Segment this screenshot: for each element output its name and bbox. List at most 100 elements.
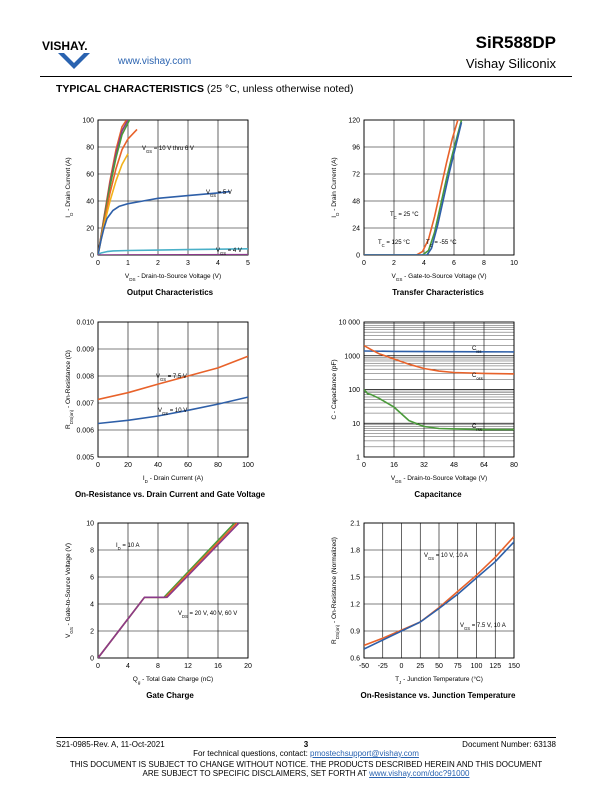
x-tick-label: 50: [435, 663, 443, 670]
x-axis-label: ID - Drain Current (A): [143, 475, 203, 484]
x-tick-label: 8: [156, 663, 160, 670]
chart-annotation: VGS = 7.5 V: [156, 374, 187, 382]
x-tick-label: 4: [216, 260, 220, 267]
x-tick-label: 80: [510, 462, 518, 469]
disclaimer-line-1: THIS DOCUMENT IS SUBJECT TO CHANGE WITHO…: [69, 760, 543, 769]
series-group: [98, 355, 248, 425]
y-tick-label: 0: [90, 656, 94, 663]
chart-annotation: TC = -55 °C: [426, 240, 457, 248]
y-tick-label: 1.5: [350, 575, 360, 582]
series-line-v-gs-5-v: [98, 190, 231, 255]
x-tick-label: 0: [362, 260, 366, 267]
plot-frame: [97, 522, 249, 659]
y-tick-label: 100: [348, 387, 360, 394]
series-line-c-oss: [364, 344, 514, 375]
series-line-v-gs-4-v: [98, 248, 248, 255]
y-tick-label: 0: [90, 253, 94, 260]
x-axis-label: VGS - Gate-to-Source Voltage (V): [391, 273, 486, 282]
x-tick-label: 80: [214, 462, 222, 469]
chart-annotation: VDS = 20 V, 40 V, 60 V: [178, 611, 237, 619]
chart-title-transfer: Transfer Characteristics: [392, 288, 484, 297]
y-tick-label: 0.008: [76, 374, 94, 381]
x-tick-label: 6: [452, 260, 456, 267]
y-tick-label: 0.010: [76, 320, 94, 327]
y-tick-label: 4: [90, 602, 94, 609]
disclaimer-prefix: ARE SUBJECT TO SPECIFIC DISCLAIMERS, SET…: [142, 769, 370, 778]
x-tick-label: 4: [422, 260, 426, 267]
y-tick-label: 24: [352, 226, 360, 233]
y-tick-label: 1000: [344, 353, 360, 360]
chart-on-resistance-vs-current: 0 20 40 60 80 100 0.005 0.006 0.007 0.008 0.009 0.0…: [65, 320, 254, 484]
x-tick-label: 25: [416, 663, 424, 670]
y-tick-label: 60: [86, 172, 94, 179]
x-tick-label: 0: [400, 663, 404, 670]
y-axis-label: RDS(on) - On-Resistance (Ω): [65, 350, 74, 429]
tech-contact: For technical questions, contact: pmoste…: [0, 749, 612, 758]
series-group: [364, 344, 514, 431]
x-tick-label: 16: [214, 663, 222, 670]
plot-frame: [97, 321, 249, 458]
chart-gate-charge: 0 4 8 12 16 20 0 2 4 6 8 10 Qg - Total Gate Charge (…: [65, 521, 252, 685]
y-tick-label: 10 000: [339, 320, 361, 327]
x-axis-label: VDS - Drain-to-Source Voltage (V): [391, 475, 487, 484]
x-tick-label: 20: [124, 462, 132, 469]
chart-annotation: VGS = 7.5 V, 10 A: [460, 623, 506, 631]
chart-on-resistance-vs-temperature: -50 -25 0 25 50 75 100 125 150 0.6 0.9 1.2 1.5 1.8 2.1…: [331, 521, 520, 685]
chart-title-gate-charge: Gate Charge: [146, 691, 194, 700]
series-line-v-ds-60-v: [98, 523, 240, 658]
x-tick-label: 60: [184, 462, 192, 469]
x-tick-label: 20: [244, 663, 252, 670]
y-tick-label: 1: [356, 455, 360, 462]
y-tick-label: 0.007: [76, 401, 94, 408]
vishay-url[interactable]: www.vishay.com: [118, 56, 192, 67]
chart-annotation: TC = 125 °C: [378, 240, 411, 248]
x-tick-label: 100: [471, 663, 483, 670]
y-tick-label: 100: [82, 118, 94, 125]
series-line-v-ds-20-v: [98, 523, 236, 658]
y-tick-label: 20: [86, 226, 94, 233]
disclaimer-link[interactable]: www.vishay.com/doc?91000: [369, 769, 470, 778]
tech-email-link[interactable]: pmostechsupport@vishay.com: [310, 749, 419, 758]
chart-annotation: VGS = 10 V: [158, 408, 187, 416]
x-tick-label: 10: [510, 260, 518, 267]
vishay-logo: VISHAY.: [42, 39, 90, 69]
x-tick-label: 0: [362, 462, 366, 469]
y-tick-label: 0.009: [76, 347, 94, 354]
y-tick-label: 10: [86, 521, 94, 528]
doc-revision: S21-0985-Rev. A, 11-Oct-2021: [56, 740, 165, 749]
series-line-v-gs-10-v: [98, 396, 248, 425]
disclaimer-line-2: ARE SUBJECT TO SPECIFIC DISCLAIMERS, SET…: [0, 769, 612, 778]
document-number: Document Number: 63138: [462, 740, 556, 749]
x-tick-label: 2: [392, 260, 396, 267]
y-tick-label: 2.1: [350, 521, 360, 528]
x-tick-label: -25: [378, 663, 388, 670]
y-tick-label: 120: [348, 118, 360, 125]
series-group: [364, 120, 463, 255]
y-tick-label: 0.6: [350, 656, 360, 663]
y-tick-label: 0.006: [76, 428, 94, 435]
x-axis-label: VDS - Drain-to-Source Voltage (V): [125, 273, 221, 282]
page-number: 3: [303, 740, 309, 749]
x-tick-label: -50: [359, 663, 369, 670]
x-axis-label: Qg - Total Gate Charge (nC): [133, 676, 213, 685]
y-tick-label: 6: [90, 575, 94, 582]
y-tick-label: 40: [86, 199, 94, 206]
chart-output-characteristics: 0 1 2 3 4 5 0 20 40 60 80 100 VDS - Drain-to-Source …: [65, 118, 250, 282]
section-heading-bold: TYPICAL CHARACTERISTICS: [56, 83, 204, 95]
chart-capacitance: 0 16 32 48 64 80 1 10 100 1000 10 000 VDS - Drain-t…: [331, 320, 518, 484]
chart-annotation: TC = 25 °C: [390, 212, 419, 220]
series-line-v-gs-7-5-v: [98, 355, 248, 401]
series-group: [98, 120, 248, 255]
x-tick-label: 5: [246, 260, 250, 267]
x-tick-label: 4: [126, 663, 130, 670]
chart-annotation: Crss: [472, 424, 482, 432]
x-tick-label: 75: [454, 663, 462, 670]
chart-annotation: Coss: [472, 373, 483, 381]
tech-contact-label: For technical questions, contact:: [193, 749, 311, 758]
x-tick-label: 48: [450, 462, 458, 469]
y-tick-label: 0.9: [350, 629, 360, 636]
chart-annotation: ID = 10 A: [116, 543, 140, 551]
x-tick-label: 64: [480, 462, 488, 469]
part-number: SiR588DP: [475, 33, 556, 52]
x-axis-label: TJ - Junction Temperature (°C): [395, 675, 483, 685]
